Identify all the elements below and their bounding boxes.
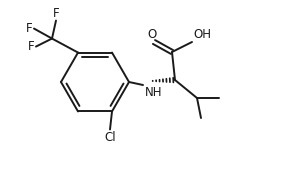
Text: F: F bbox=[27, 40, 34, 53]
Text: NH: NH bbox=[145, 86, 162, 99]
Text: F: F bbox=[25, 22, 32, 35]
Text: O: O bbox=[148, 28, 157, 41]
Text: OH: OH bbox=[193, 28, 211, 41]
Text: F: F bbox=[53, 7, 59, 20]
Text: Cl: Cl bbox=[104, 131, 116, 144]
